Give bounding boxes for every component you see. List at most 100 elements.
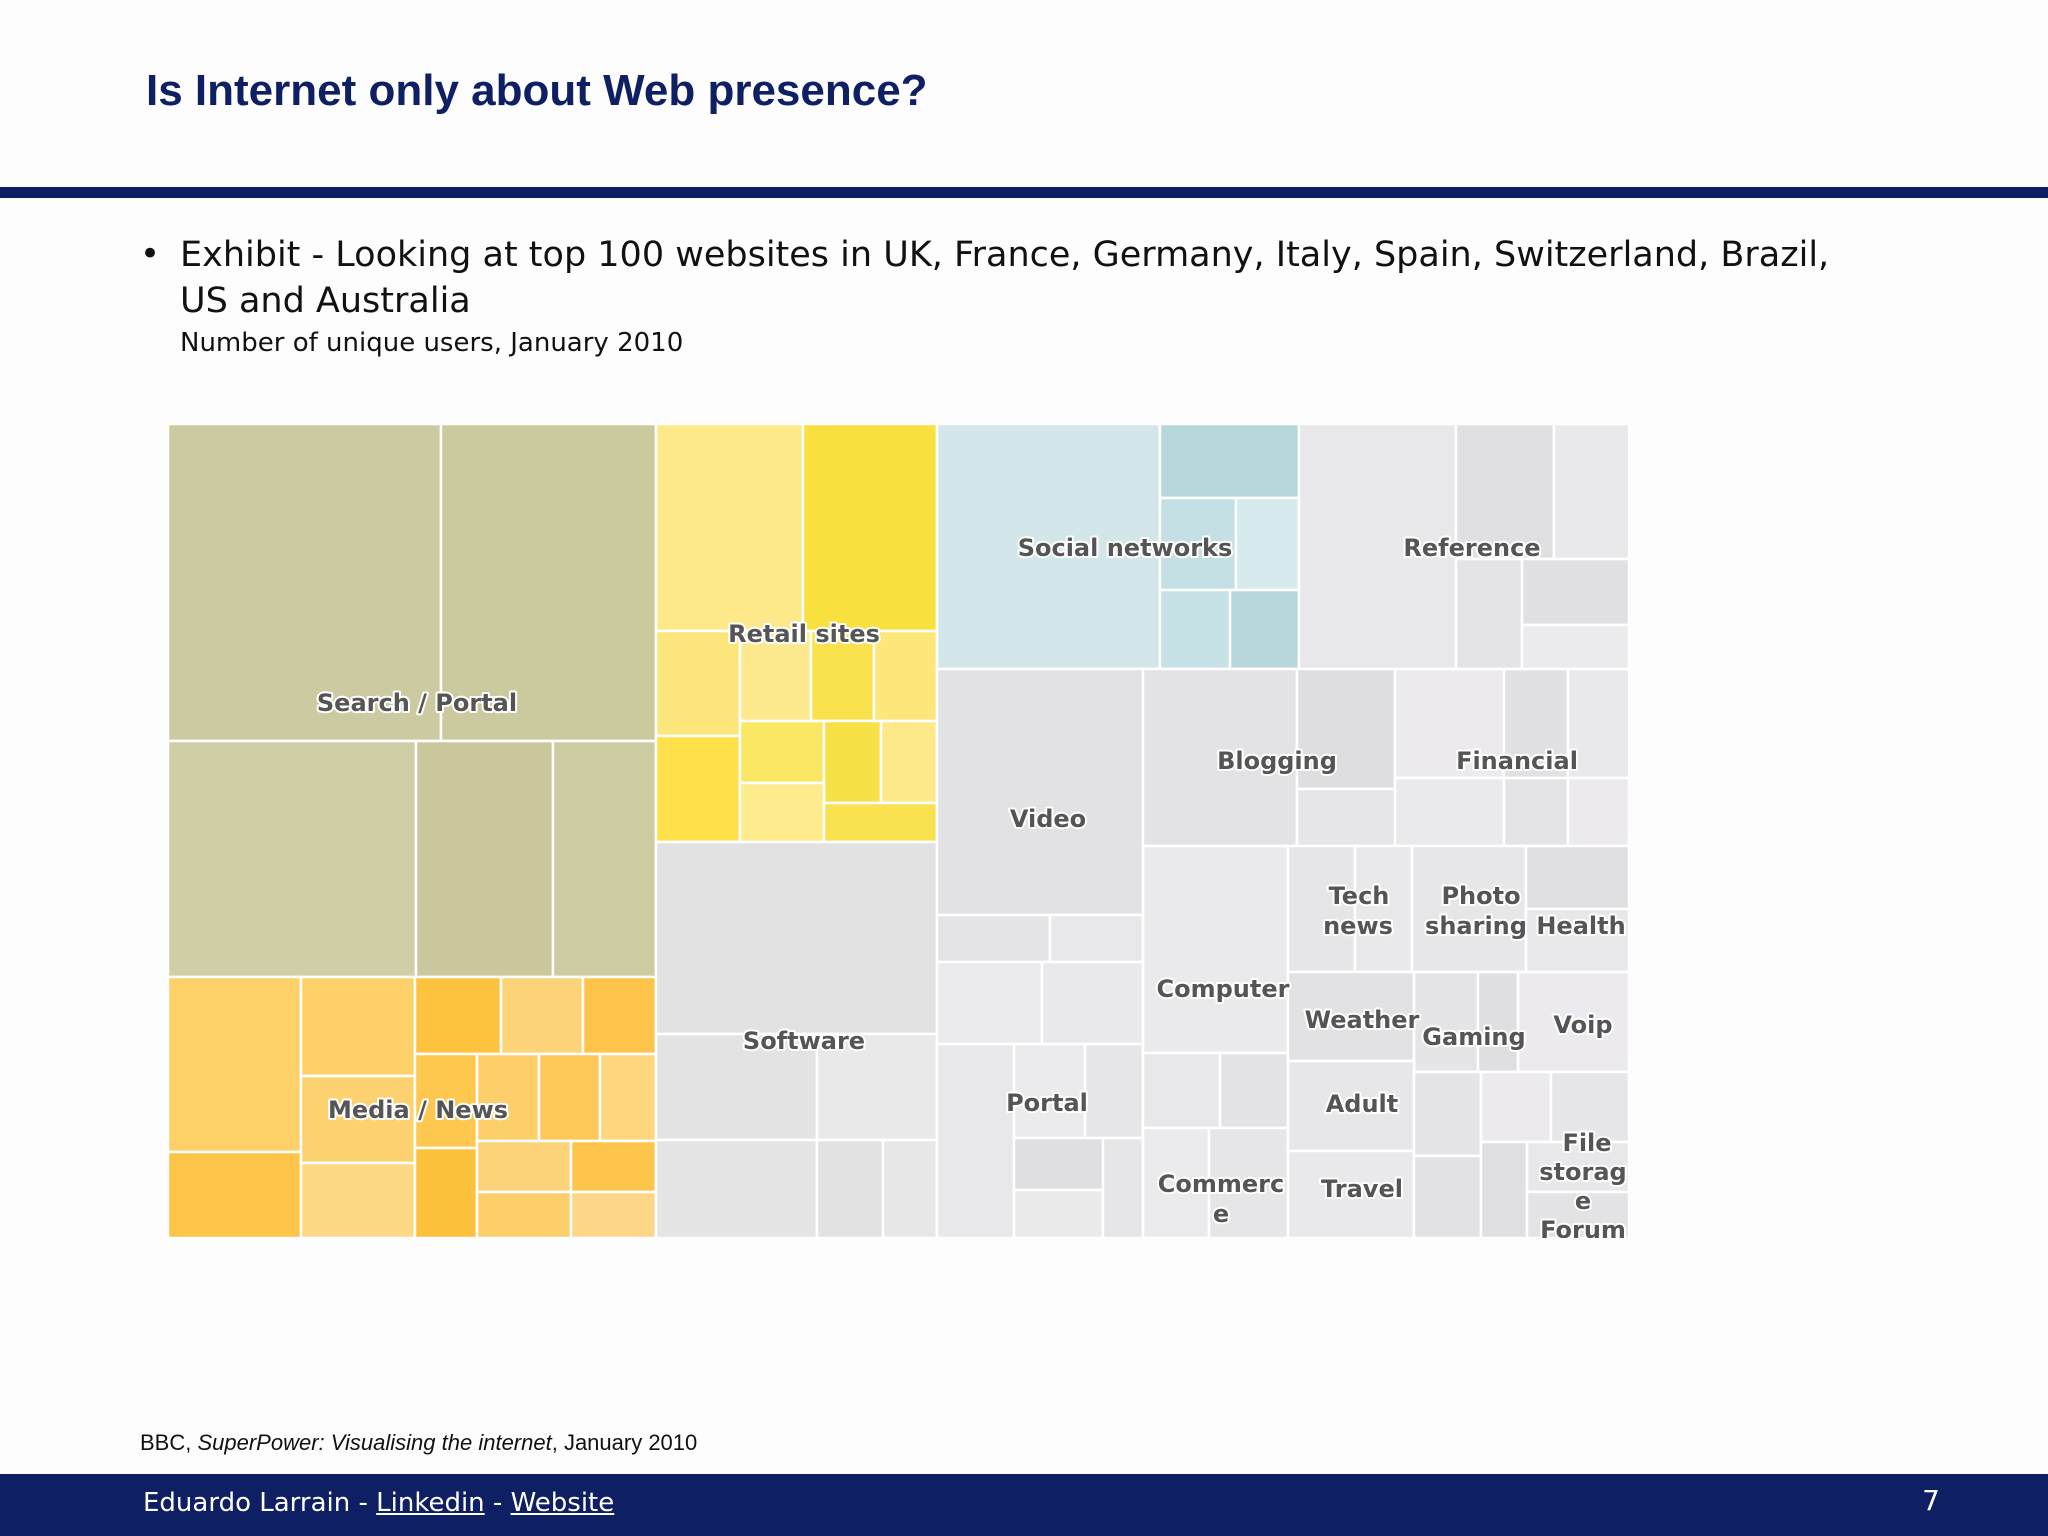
linkedin-link[interactable]: Linkedin [376,1488,485,1518]
social-tile [1228,588,1301,671]
label-software: Software [743,1027,865,1055]
health-tile [1524,844,1629,911]
footer-author: Eduardo Larrain - [143,1488,377,1518]
misc-tile [1549,1070,1629,1144]
portal-tile [1083,1042,1145,1140]
media-news-tile [598,1052,658,1143]
retail-tile [801,424,939,633]
financial-tile [1502,776,1570,848]
portal-tile [1012,1188,1105,1238]
social-tile [935,424,1162,671]
media-news-tile [413,1146,479,1238]
media-news-tile [413,1052,479,1150]
photo-sharing-tile [1410,844,1528,974]
treemap-labels: Search / Portal Media / News Retail site… [315,532,1629,1238]
retail-tile [872,629,939,723]
label-photo-sharing: Photo [1441,882,1520,910]
social-networks-group [935,424,1301,671]
media-news-tile [168,975,303,1154]
retail-tile [879,719,939,805]
media-news-tile [569,1190,658,1238]
misc-tile [1412,1154,1483,1238]
reference-tile [1520,623,1629,671]
financial-tile [1566,667,1629,780]
label-forum: Forum [1540,1216,1626,1238]
label-blogging: Blogging [1217,747,1337,775]
blogging-tile [1295,787,1397,848]
footer-credits: Eduardo Larrain - Linkedin - Website [143,1488,614,1518]
bullet-text: Exhibit - Looking at top 100 websites in… [180,235,1830,321]
gaming-tile [1476,970,1520,1074]
forum-tile [1525,1190,1629,1238]
label-video: Video [1010,805,1086,833]
label-financial: Financial [1456,747,1578,775]
portal-tile [935,960,1044,1046]
reference-group [1297,424,1629,671]
search-portal-tile [551,739,658,979]
bullet-block: • Exhibit - Looking at top 100 websites … [140,232,1840,360]
financial-tile [1393,667,1506,780]
software-tile [815,1138,885,1238]
slide-title: Is Internet only about Web presence? [146,66,928,115]
misc-tile [1412,1070,1483,1158]
reference-tile [1454,557,1524,671]
travel-tile [1286,1149,1416,1238]
label-health: Health [1536,912,1625,940]
source-title: SuperPower: Visualising the internet [197,1430,552,1455]
video-tile [935,913,1052,964]
gaming-tile [1412,970,1480,1074]
search-portal-group [168,424,658,979]
commerce-tile [1141,1126,1211,1238]
tech-news-tile [1286,844,1357,974]
financial-tile [1566,776,1629,848]
media-news-tile [499,975,585,1056]
label-photo-sharing-wrap: sharing [1425,912,1527,940]
software-tile [654,840,939,1036]
media-news-tile [581,975,658,1056]
retail-tile [738,719,826,785]
retail-tile [809,629,876,723]
reference-tile [1520,557,1629,627]
website-link[interactable]: Website [510,1488,615,1518]
label-file-storage-wrap2: e [1575,1187,1591,1215]
retail-sites-group [654,424,939,844]
portal-tile [1012,1042,1087,1140]
financial-tile [1393,776,1506,848]
retail-tile [738,781,826,844]
title-rule [0,187,2048,198]
computer-tile [1218,1051,1290,1130]
label-travel: Travel [1321,1175,1403,1203]
blogging-financial-group [1141,667,1629,848]
retail-tile [654,424,805,633]
label-commerce-wrap: e [1213,1200,1229,1228]
software-tile [881,1138,939,1238]
label-commerce: Commerc [1158,1170,1284,1198]
label-media-news: Media / News [328,1096,508,1124]
bullet-dot: • [140,234,161,274]
media-news-tile [537,1052,602,1143]
social-tile [1234,496,1301,592]
file-storage-tile [1525,1140,1629,1194]
label-adult: Adult [1326,1090,1399,1118]
label-tech-news-wrap: news [1323,912,1393,940]
software-tile [815,1032,939,1142]
social-tile [1158,588,1232,671]
portal-tile [1040,960,1145,1046]
footer-separator: - [484,1488,511,1518]
search-portal-tile [439,424,658,743]
media-news-tile [299,975,417,1078]
label-file-storage: File [1562,1129,1611,1157]
source-prefix: BBC, [140,1430,198,1455]
search-portal-tile [414,739,555,979]
label-reference: Reference [1403,534,1540,562]
media-news-tile [168,1150,303,1238]
media-news-tile [569,1139,658,1194]
reference-tile [1552,424,1629,561]
label-computer: Computer [1157,975,1290,1003]
label-tech-news: Tech [1329,882,1390,910]
computer-tile [1141,844,1290,1055]
small-categories-group [1141,844,1629,1238]
misc-tile [1479,1070,1553,1144]
retail-tile [654,734,742,844]
reference-tile [1454,424,1556,561]
